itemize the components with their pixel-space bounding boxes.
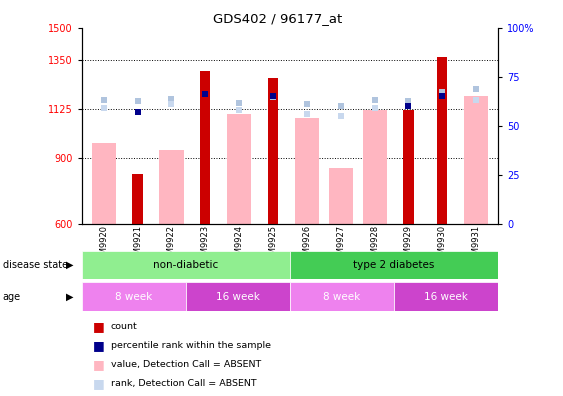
Bar — [437, 57, 448, 224]
Bar — [394, 282, 498, 311]
Bar — [92, 143, 116, 224]
Bar — [200, 71, 211, 224]
Text: count: count — [111, 322, 138, 331]
Text: 16 week: 16 week — [425, 291, 468, 302]
Text: 8 week: 8 week — [115, 291, 153, 302]
Bar — [227, 114, 251, 224]
Text: type 2 diabetes: type 2 diabetes — [354, 260, 435, 270]
Text: age: age — [3, 291, 21, 302]
Bar — [132, 173, 142, 224]
Text: rank, Detection Call = ABSENT: rank, Detection Call = ABSENT — [111, 379, 257, 388]
Text: 8 week: 8 week — [323, 291, 361, 302]
Bar — [329, 168, 353, 224]
Text: ■: ■ — [93, 339, 104, 352]
Bar — [290, 251, 498, 279]
Text: non-diabetic: non-diabetic — [153, 260, 218, 270]
Bar — [268, 78, 278, 224]
Text: value, Detection Call = ABSENT: value, Detection Call = ABSENT — [111, 360, 261, 369]
Bar — [82, 251, 290, 279]
Text: disease state: disease state — [3, 260, 68, 270]
Text: ▶: ▶ — [66, 291, 74, 302]
Bar — [290, 282, 394, 311]
Text: 16 week: 16 week — [216, 291, 260, 302]
Text: ■: ■ — [93, 358, 104, 371]
Text: ▶: ▶ — [66, 260, 74, 270]
Bar — [363, 110, 387, 224]
Bar — [159, 150, 184, 224]
Bar — [403, 110, 414, 224]
Bar — [82, 282, 186, 311]
Bar — [186, 282, 290, 311]
Bar — [295, 118, 319, 224]
Title: GDS402 / 96177_at: GDS402 / 96177_at — [213, 12, 342, 25]
Text: percentile rank within the sample: percentile rank within the sample — [111, 341, 271, 350]
Bar — [464, 96, 488, 224]
Text: ■: ■ — [93, 377, 104, 390]
Text: ■: ■ — [93, 320, 104, 333]
